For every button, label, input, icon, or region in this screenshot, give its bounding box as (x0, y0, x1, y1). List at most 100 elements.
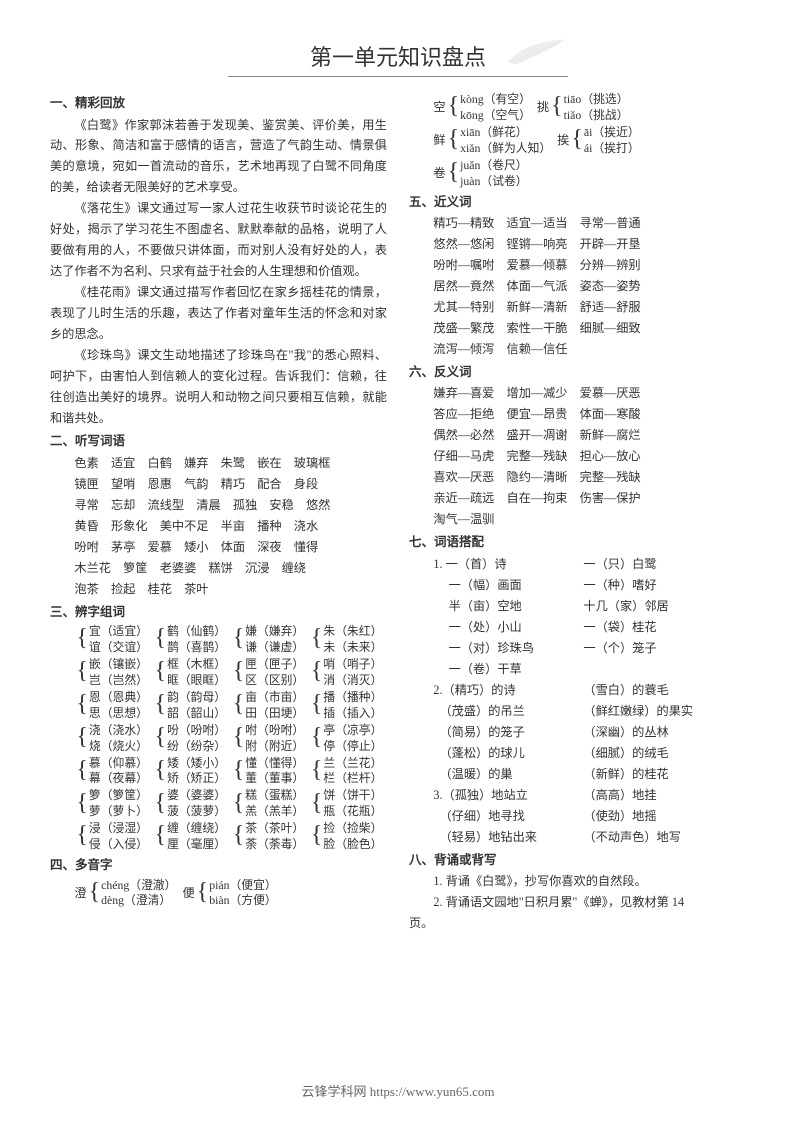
s4-row4: 卷{juǎn（卷尺）juàn（试卷） (433, 158, 746, 190)
s4-row3: 鲜{xiān（鲜花）xiǎn（鲜为人知）挨{āi（挨近）ái（挨打） (433, 125, 746, 157)
brace-item: 饼（饼干） (323, 788, 381, 804)
brace-items: 哨（哨子）消（消灭） (323, 657, 381, 689)
pair-line: 一（对）珍珠鸟一（个）笼子 (433, 638, 746, 659)
word-line: 仔细—马虎 完整—残缺 担心—放心 (433, 446, 746, 467)
brace-items: 咐（吩咐）附（附近） (245, 723, 303, 755)
brace-icon: { (233, 760, 245, 782)
left-column: 一、精彩回放 《白鹭》作家郭沫若善于发现美、鉴赏美、评价美，用生动、形象、简洁和… (50, 91, 387, 934)
brace-group: {箩（箩筐）萝（萝卜） (74, 788, 146, 820)
brace-group: {兰（兰花）栏（栏杆） (309, 756, 381, 788)
brace-item: 鹊（喜鹊） (167, 640, 225, 656)
pair-right: 一（个）笼子 (583, 638, 656, 659)
brace-group: {框（木框）眶（眼眶） (153, 657, 225, 689)
brace-item: 区（区别） (245, 673, 303, 689)
brace-label: 澄 (74, 883, 86, 904)
brace-icon: { (448, 162, 460, 184)
brace-label: 空 (433, 97, 445, 118)
brace-item: 附（附近） (245, 739, 303, 755)
pair-line: （简易）的笼子（深幽）的丛林 (433, 722, 746, 743)
s4-body-cont: 空{kòng（有空）kōng（空气）挑{tiāo（挑选）tiǎo（挑战） 鲜{x… (409, 92, 746, 190)
brace-group: {茶（茶叶）荼（荼毒） (231, 821, 303, 853)
brace-group: {匣（匣子）区（区别） (231, 657, 303, 689)
brace-icon: { (76, 793, 88, 815)
s8-body: 1. 背诵《白鹭》，抄写你喜欢的自然段。 2. 背诵语文园地"日积月累"《蝉》，… (409, 871, 746, 934)
s2-l2: 镜匣 望哨 恩惠 气韵 精巧 配合 身段 (74, 474, 387, 495)
s4-row1: 澄{chéng（澄澈）dèng（澄清）便{pián（便宜）biàn（方便） (74, 878, 387, 910)
brace-item: 亩（市亩） (245, 690, 303, 706)
s1-p3: 《桂花雨》课文通过描写作者回忆在家乡摇桂花的情景，表现了儿时生活的乐趣，表达了作… (50, 282, 387, 345)
brace-items: 浇（浇水）烧（烧火） (89, 723, 147, 755)
brace-items: 糕（蛋糕）羔（羔羊） (245, 788, 303, 820)
pair-left: （茂盛）的吊兰 (433, 701, 583, 722)
brace-group: {哨（哨子）消（消灭） (309, 657, 381, 689)
s2-l3: 寻常 忘却 流线型 清晨 孤独 安稳 悠然 (74, 495, 387, 516)
brace-item: 朱（朱红） (323, 624, 381, 640)
brace-item: tiǎo（挑战） (564, 108, 629, 124)
brace-item: xiān（鲜花） (460, 125, 551, 141)
s3-body: {宜（适宜）谊（交谊）{鹤（仙鹤）鹊（喜鹊）{嫌（嫌弃）谦（谦虚）{朱（朱红）未… (50, 624, 387, 853)
brace-icon: { (311, 727, 323, 749)
brace-item: kòng（有空） (460, 92, 531, 108)
brace-items: 嫌（嫌弃）谦（谦虚） (245, 624, 303, 656)
brace-label: 便 (182, 883, 194, 904)
brace-group: {嫌（嫌弃）谦（谦虚） (231, 624, 303, 656)
pair-right: 一（只）白鹭 (583, 554, 656, 575)
brace-item: 嵌（镶嵌） (89, 657, 147, 673)
brace-icon: { (311, 628, 323, 650)
section-6-head: 六、反义词 (409, 362, 746, 384)
brace-item: 矫（矫正） (167, 771, 225, 787)
s4-body: 澄{chéng（澄澈）dèng（澄清）便{pián（便宜）biàn（方便） (50, 878, 387, 910)
brace-items: 框（木框）眶（眼眶） (167, 657, 225, 689)
brace-icon: { (89, 882, 101, 904)
brace-item: tiāo（挑选） (564, 92, 629, 108)
brace-items: 鹤（仙鹤）鹊（喜鹊） (167, 624, 225, 656)
brace-group: {咐（吩咐）附（附近） (231, 723, 303, 755)
brace-item: dèng（澄清） (101, 893, 176, 909)
brace-items: 吩（吩咐）纷（纷杂） (167, 723, 225, 755)
word-line: 淘气—温驯 (433, 509, 746, 530)
brace-icon: { (233, 628, 245, 650)
brace-item: 田（田埂） (245, 706, 303, 722)
word-line: 尤其—特别 新鲜—清新 舒适—舒服 (433, 297, 746, 318)
brace-item: 捡（捡柴） (323, 821, 381, 837)
word-line: 偶然—必然 盛开—凋谢 新鲜—腐烂 (433, 425, 746, 446)
pair-right: （细腻）的绒毛 (583, 743, 668, 764)
brace-group: {慕（仰慕）幕（夜幕） (74, 756, 146, 788)
brace-label: 挨 (557, 130, 569, 151)
brace-item: 恩（恩典） (89, 690, 147, 706)
brace-group: 挨{āi（挨近）ái（挨打） (557, 125, 639, 157)
s2-l1: 色素 适宜 白鹤 嫌弃 朱鹭 嵌在 玻璃框 (74, 453, 387, 474)
feather-icon (506, 38, 566, 66)
brace-group: 空{kòng（有空）kōng（空气） (433, 92, 531, 124)
brace-item: xiǎn（鲜为人知） (460, 141, 551, 157)
pair-line: 1. 一（首）诗一（只）白鹭 (433, 554, 746, 575)
brace-item: 吩（吩咐） (167, 723, 225, 739)
pair-left: 2.（精巧）的诗 (433, 680, 583, 701)
brace-icon: { (448, 129, 460, 151)
brace-group: {婆（婆婆）菠（菠萝） (153, 788, 225, 820)
brace-items: 饼（饼干）瓶（花瓶） (323, 788, 381, 820)
brace-item: 消（消灭） (323, 673, 381, 689)
brace-item: ái（挨打） (584, 141, 640, 157)
brace-item: 矮（矮小） (167, 756, 225, 772)
s4-row2: 空{kòng（有空）kōng（空气）挑{tiāo（挑选）tiǎo（挑战） (433, 92, 746, 124)
brace-item: 咐（吩咐） (245, 723, 303, 739)
brace-group: 挑{tiāo（挑选）tiǎo（挑战） (537, 92, 629, 124)
brace-item: 哨（哨子） (323, 657, 381, 673)
pair-line: 3.（孤独）地站立（高高）地挂 (433, 785, 746, 806)
brace-item: 兰（兰花） (323, 756, 381, 772)
section-4-head: 四、多音字 (50, 855, 387, 877)
pair-right: （雪白）的蓑毛 (583, 680, 668, 701)
brace-item: 谦（谦虚） (245, 640, 303, 656)
brace-icon: { (233, 727, 245, 749)
brace-group: {嵌（镶嵌）岂（岂然） (74, 657, 146, 689)
brace-icon: { (155, 694, 167, 716)
brace-icon: { (155, 760, 167, 782)
brace-item: 插（插入） (323, 706, 381, 722)
brace-group: 澄{chéng（澄澈）dèng（澄清） (74, 878, 176, 910)
title-area: 第一单元知识盘点 (50, 40, 746, 77)
brace-icon: { (311, 694, 323, 716)
brace-icon: { (571, 129, 583, 151)
brace-item: 栏（栏杆） (323, 771, 381, 787)
brace-item: 岂（岂然） (89, 673, 147, 689)
